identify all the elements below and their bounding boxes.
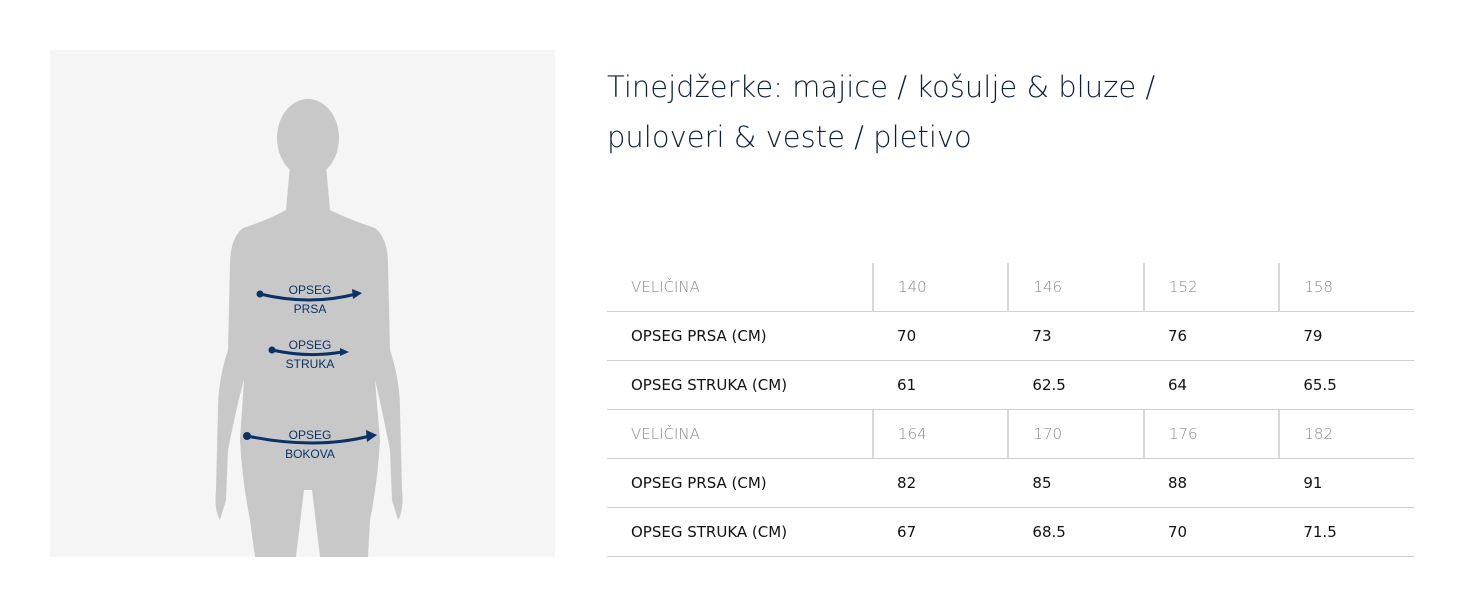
row-label: OPSEG PRSA (CM) [607, 458, 874, 508]
chest-arrow [259, 292, 357, 302]
row-label: OPSEG STRUKA (CM) [607, 360, 874, 410]
value-cell: 62.5 [1008, 360, 1144, 410]
silhouette-illustration [215, 99, 403, 557]
chest-label-line2: PRSA [293, 302, 327, 316]
size-cell: 170 [1007, 409, 1144, 459]
value-cell: 70 [873, 311, 1009, 361]
waist-label-line1: OPSEG [288, 338, 332, 352]
value-cell: 68.5 [1008, 507, 1144, 557]
waist-label: OPSEG STRUKA [270, 336, 350, 374]
page-title: Tinejdžerke: majice / košulje & bluze / … [607, 70, 1156, 154]
row-label: OPSEG PRSA (CM) [607, 311, 874, 361]
waist-label-line2: STRUKA [285, 357, 335, 371]
silhouette [215, 99, 403, 557]
hip-label-line2: BOKOVA [285, 447, 335, 461]
measurement-arrows [246, 292, 371, 445]
table-row: OPSEG STRUKA (CM) 67 68.5 70 71.5 [607, 507, 1414, 557]
size-cell: 182 [1278, 409, 1414, 459]
value-cell: 64 [1143, 360, 1280, 410]
value-cell: 82 [873, 458, 1009, 508]
row-label: OPSEG STRUKA (CM) [607, 507, 874, 557]
size-cell: 176 [1142, 409, 1280, 459]
hip-label-line1: OPSEG [288, 428, 332, 442]
value-cell: 71.5 [1279, 507, 1414, 557]
size-cell: 140 [872, 263, 1009, 312]
value-cell: 76 [1143, 311, 1280, 361]
body-measurement-figure: OPSEG PRSA OPSEG STRUKA OPSEG BOKOVA [50, 50, 555, 557]
size-cell: 158 [1278, 263, 1414, 312]
value-cell: 73 [1008, 311, 1144, 361]
value-cell: 61 [873, 360, 1009, 410]
table-row: OPSEG PRSA (CM) 82 85 88 91 [607, 458, 1414, 508]
size-cell: 146 [1007, 263, 1144, 312]
value-cell: 65.5 [1279, 360, 1414, 410]
value-cell: 85 [1008, 458, 1144, 508]
size-cell: 164 [872, 409, 1009, 459]
value-cell: 91 [1279, 458, 1414, 508]
value-cell: 88 [1143, 458, 1280, 508]
size-header-row: VELIČINA 140 146 152 158 [607, 263, 1414, 312]
chest-label-line1: OPSEG [288, 283, 332, 297]
size-header-row: VELIČINA 164 170 176 182 [607, 409, 1414, 459]
row-label: VELIČINA [607, 263, 874, 312]
size-cell: 152 [1142, 263, 1280, 312]
row-label: VELIČINA [607, 409, 874, 459]
value-cell: 70 [1143, 507, 1280, 557]
chest-label: OPSEG PRSA [270, 281, 350, 319]
table-row: OPSEG PRSA (CM) 70 73 76 79 [607, 311, 1414, 361]
table-row: OPSEG STRUKA (CM) 61 62.5 64 65.5 [607, 360, 1414, 410]
size-table: VELIČINA 140 146 152 158 OPSEG PRSA (CM) 70 73 7… [607, 263, 1414, 557]
value-cell: 67 [873, 507, 1009, 557]
waist-arrow [271, 348, 343, 357]
hip-arrow [246, 434, 371, 445]
value-cell: 79 [1279, 311, 1414, 361]
hip-label: OPSEG BOKOVA [270, 426, 350, 464]
